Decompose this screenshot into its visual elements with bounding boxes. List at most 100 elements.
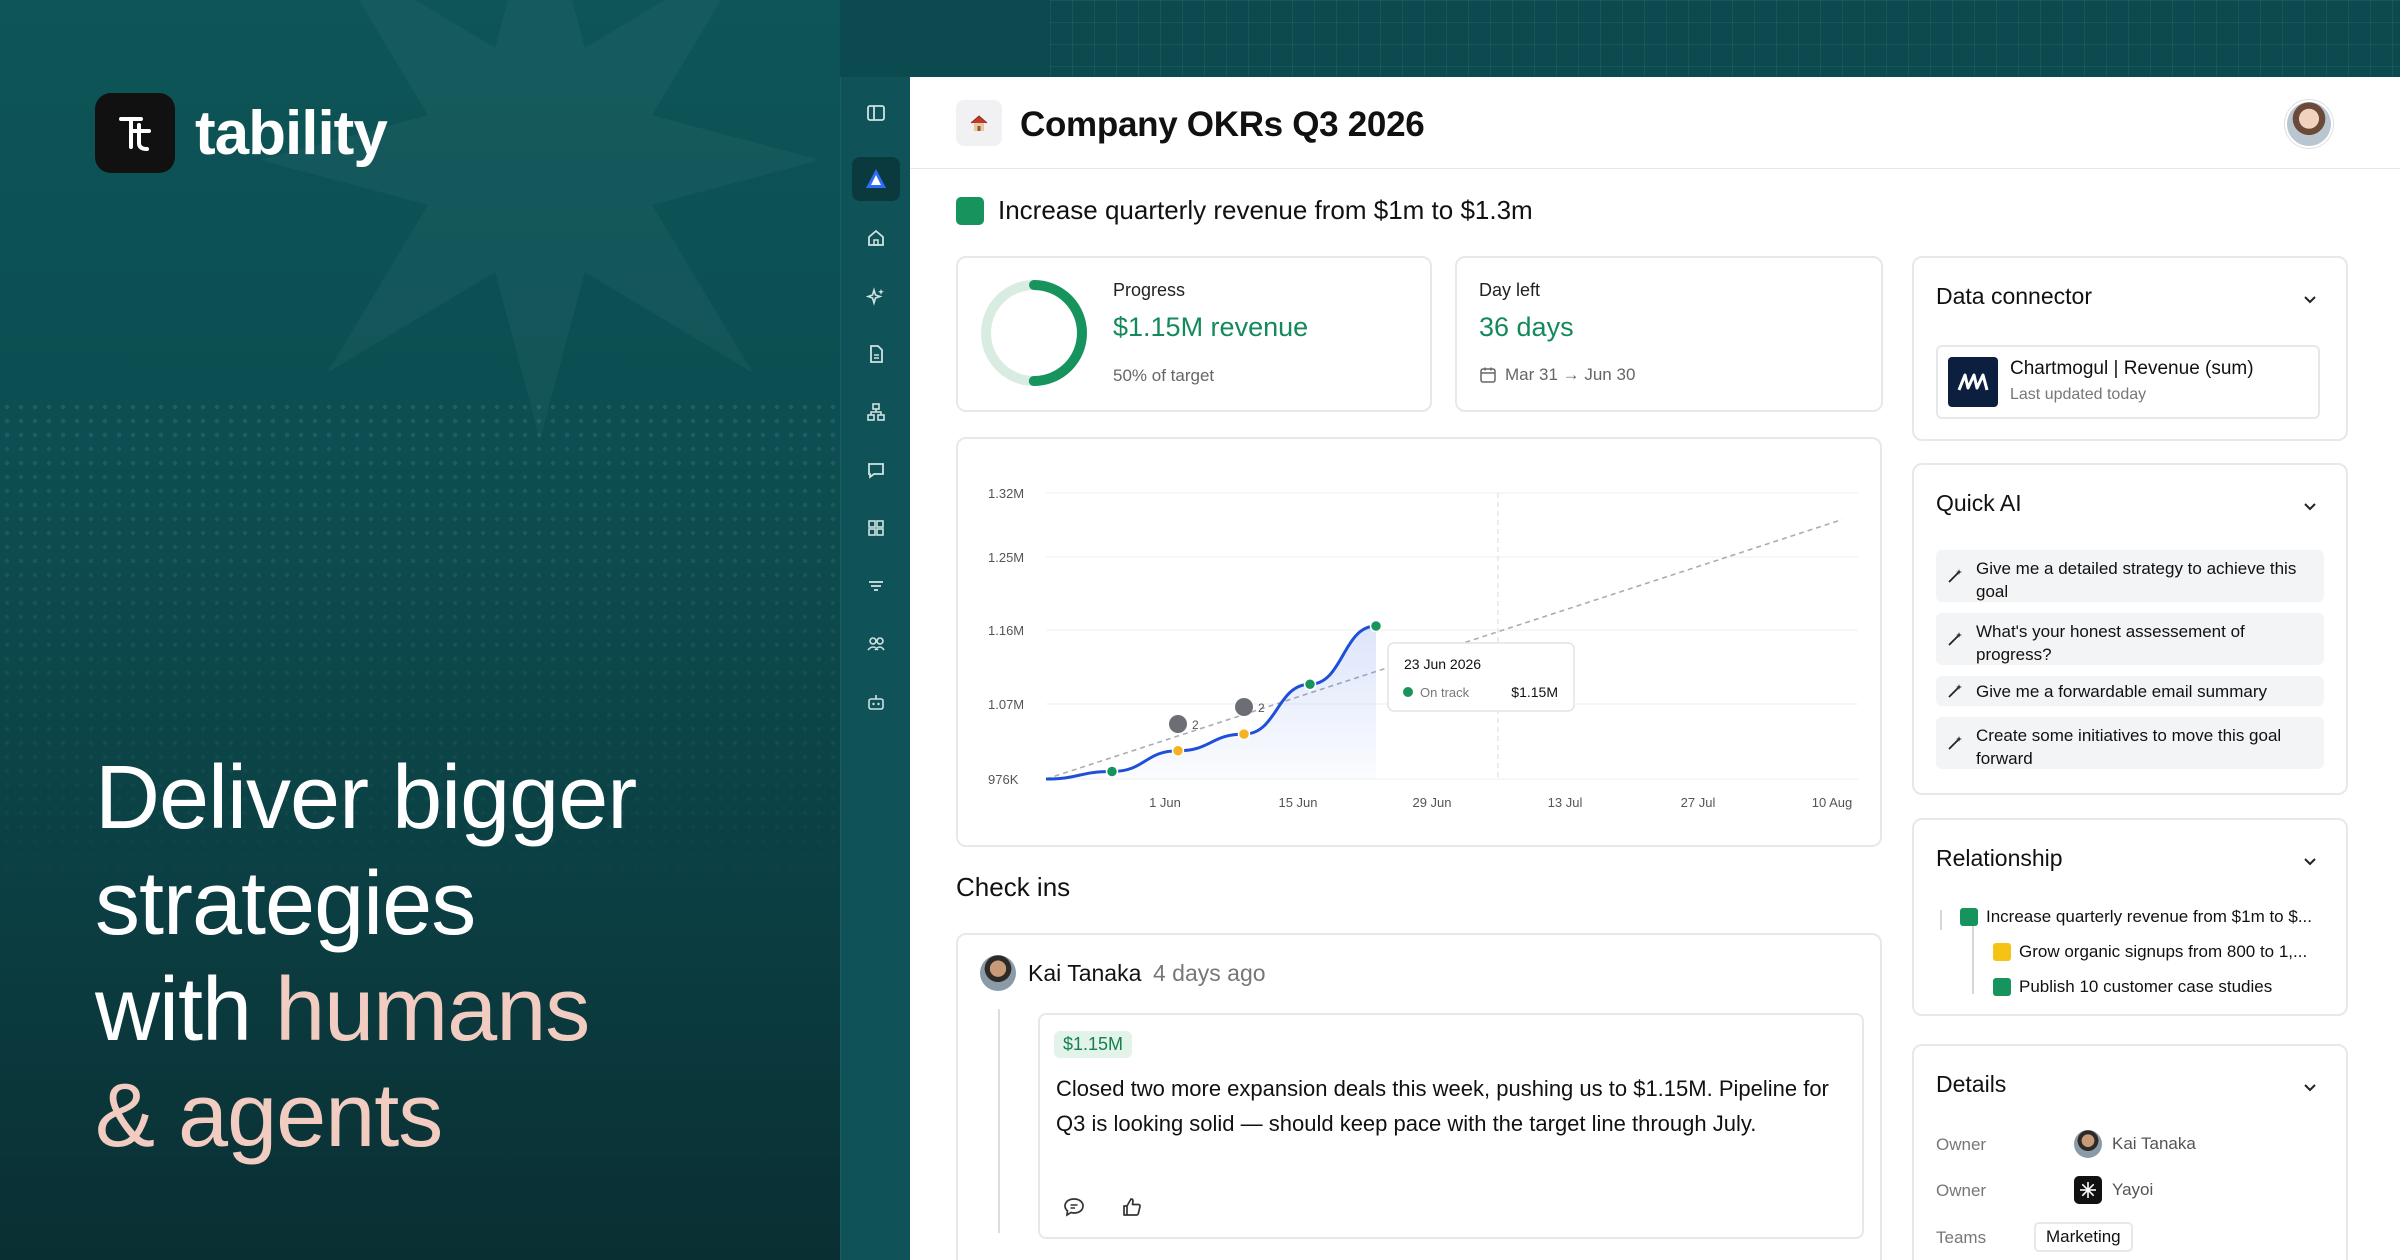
team-tag[interactable]: Marketing	[2034, 1222, 2133, 1252]
house-icon	[970, 115, 988, 131]
x-tick-label: 13 Jul	[1548, 795, 1583, 810]
headline-line-1: Deliver bigger	[95, 748, 637, 848]
owner-label: Owner	[1936, 1135, 1987, 1154]
comment-icon[interactable]	[1062, 1195, 1086, 1224]
chevron-down-icon[interactable]	[2302, 498, 2318, 514]
days-left-card: Day left 36 days Mar 31 → Jun 30	[1455, 256, 1883, 412]
workspace-icon[interactable]	[852, 157, 900, 201]
agent-owner-name: Yayoi	[2112, 1180, 2154, 1199]
quick-ai-item[interactable]: Give me a detailed strategy to achieve t…	[1936, 550, 2324, 602]
relationship-item[interactable]: Publish 10 customer case studies	[1993, 977, 2272, 997]
tooltip-status: On track	[1420, 685, 1470, 700]
user-avatar[interactable]	[2285, 100, 2333, 148]
teams-label: Teams	[1936, 1228, 1987, 1247]
data-point	[1303, 677, 1317, 691]
connector-name: Chartmogul | Revenue (sum)	[2010, 358, 2254, 379]
data-point	[1105, 765, 1119, 778]
tooltip-value: $1.15M	[1511, 684, 1558, 700]
tooltip-status-dot	[1403, 687, 1413, 697]
chevron-down-icon[interactable]	[2302, 1079, 2318, 1095]
owner-name: Kai Tanaka	[2112, 1134, 2196, 1153]
dashboard-icon[interactable]	[852, 506, 900, 550]
tability-logo-icon	[95, 93, 175, 173]
page-title: Company OKRs Q3 2026	[1020, 105, 1425, 144]
star-decoration	[260, 0, 820, 440]
connector-updated: Last updated today	[2010, 386, 2147, 403]
thumbs-up-icon[interactable]	[1120, 1195, 1144, 1224]
collapse-sidebar-icon[interactable]	[852, 91, 900, 135]
data-connector-title: Data connector	[1936, 283, 2092, 309]
bot-icon[interactable]	[852, 680, 900, 724]
chartmogul-logo-icon	[1948, 357, 1998, 407]
filter-icon[interactable]	[852, 564, 900, 608]
relationship-title: Relationship	[1936, 845, 2063, 871]
days-left-label: Day left	[1479, 280, 1541, 300]
people-icon[interactable]	[852, 622, 900, 666]
headline-line-4: & agents	[95, 1066, 443, 1166]
hero-panel: tability Deliver bigger strategies with …	[0, 0, 840, 1260]
org-chart-icon[interactable]	[852, 390, 900, 434]
status-square	[1993, 978, 2011, 996]
headline-humans: humans	[275, 960, 590, 1060]
goal-header: Increase quarterly revenue from $1m to $…	[956, 195, 1533, 226]
date-range-text: Mar 31 → Jun 30	[1505, 365, 1636, 384]
comment-bubble-icon	[1235, 698, 1253, 716]
magic-wand-icon	[1948, 569, 1962, 583]
tooltip-date: 23 Jun 2026	[1404, 656, 1481, 672]
data-point	[1171, 744, 1185, 757]
x-tick-label: 10 Aug	[1812, 795, 1853, 810]
days-left-value: 36 days	[1479, 312, 1574, 342]
progress-ring	[981, 280, 1087, 386]
y-tick-label: 1.16M	[988, 623, 1024, 638]
home-icon[interactable]	[852, 216, 900, 260]
relationship-item-label: Increase quarterly revenue from $1m to $…	[1986, 907, 2312, 926]
agent-avatar-icon	[2074, 1176, 2102, 1204]
progress-value: $1.15M revenue	[1113, 312, 1309, 342]
comment-count: 2	[1192, 718, 1199, 732]
relationship-item-label: Grow organic signups from 800 to 1,...	[2019, 942, 2308, 961]
agent-owner-value[interactable]: Yayoi	[2074, 1176, 2153, 1204]
magic-wand-icon	[1948, 736, 1962, 750]
chat-icon[interactable]	[852, 448, 900, 492]
quick-ai-item-label: Create some initiatives to move this goa…	[1976, 726, 2282, 768]
comment-bubble-icon	[1169, 715, 1187, 733]
chevron-down-icon[interactable]	[2302, 853, 2318, 869]
app-sidebar	[840, 77, 910, 1260]
chevron-down-icon[interactable]	[2302, 291, 2318, 307]
checkin-actions	[1062, 1195, 1144, 1224]
checkin-time: 4 days ago	[1153, 960, 1266, 986]
owner-label: Owner	[1936, 1181, 1987, 1200]
data-point	[1237, 727, 1251, 741]
owner-value[interactable]: Kai Tanaka	[2074, 1130, 2196, 1158]
quick-ai-title: Quick AI	[1936, 490, 2022, 516]
connector-item[interactable]: Chartmogul | Revenue (sum) Last updated …	[1936, 345, 2320, 419]
relationship-item-label: Publish 10 customer case studies	[2019, 977, 2273, 996]
x-tick-label: 1 Jun	[1149, 795, 1181, 810]
thread-line	[998, 1009, 1000, 1233]
home-button[interactable]	[956, 100, 1002, 146]
chart-card: 1.32M 1.25M 1.16M 1.07M 976K 1 Jun 15 Jun 29 Ju…	[956, 437, 1882, 847]
data-point	[1369, 619, 1383, 633]
author-avatar	[980, 955, 1016, 991]
status-square	[1960, 908, 1978, 926]
checkin-card: Kai Tanaka 4 days ago $1.15M Closed two …	[956, 933, 1882, 1260]
quick-ai-item[interactable]: Create some initiatives to move this goa…	[1936, 717, 2324, 769]
x-tick-label: 15 Jun	[1278, 795, 1317, 810]
y-tick-label: 1.32M	[988, 486, 1024, 501]
headline-with: with	[95, 960, 276, 1060]
relationship-item[interactable]: Grow organic signups from 800 to 1,...	[1993, 942, 2307, 962]
top-bar: Company OKRs Q3 2026	[910, 77, 2400, 169]
tree-line	[1972, 924, 1974, 994]
quick-ai-item-label: Give me a detailed strategy to achieve t…	[1976, 559, 2297, 601]
dot-pattern	[0, 400, 840, 920]
sparkles-icon[interactable]	[852, 274, 900, 318]
goal-title: Increase quarterly revenue from $1m to $…	[998, 195, 1533, 225]
calendar-icon	[1480, 367, 1496, 383]
document-icon[interactable]	[852, 332, 900, 376]
quick-ai-item[interactable]: Give me a forwardable email summary	[1936, 676, 2324, 706]
checkin-value-badge: $1.15M	[1054, 1031, 1133, 1058]
relationship-item[interactable]: Increase quarterly revenue from $1m to $…	[1960, 907, 2312, 927]
progress-card: Progress $1.15M revenue 50% of target	[956, 256, 1432, 412]
y-tick-label: 976K	[988, 772, 1019, 787]
quick-ai-item[interactable]: What's your honest assessement of progre…	[1936, 613, 2324, 665]
